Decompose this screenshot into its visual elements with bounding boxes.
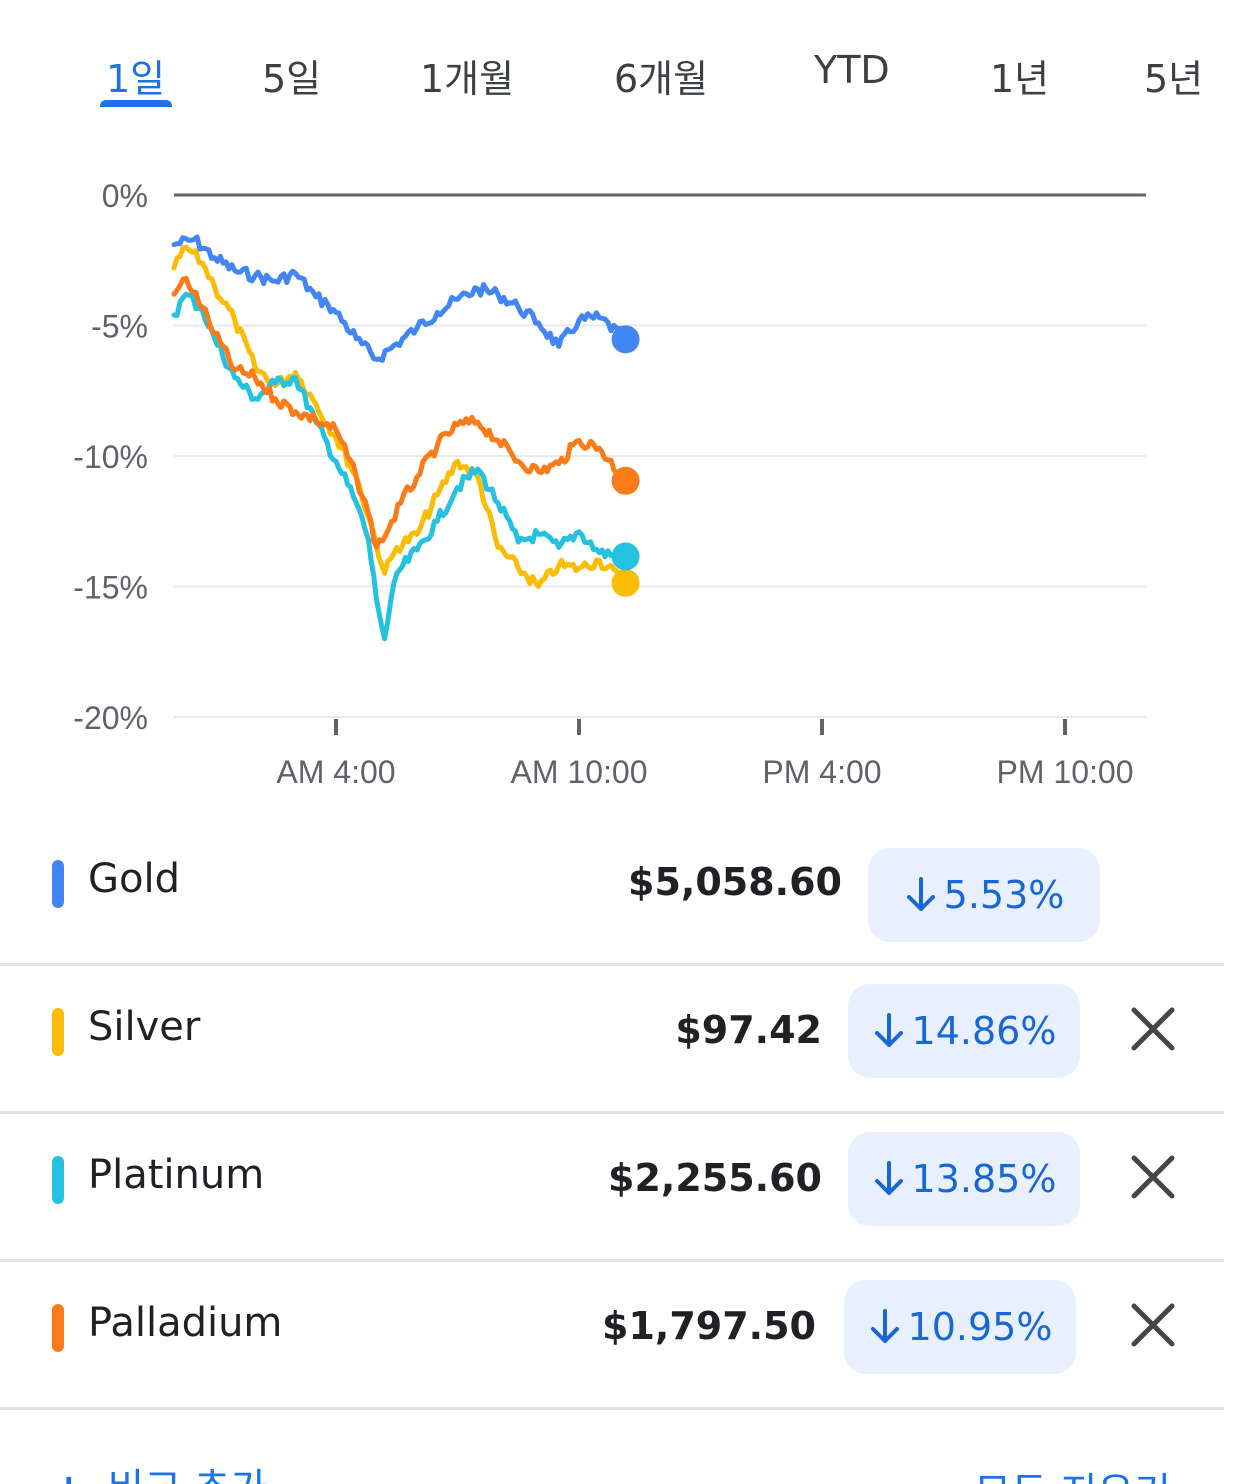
row-silver[interactable]: Silver $97.42 14.86% [0, 966, 1233, 1114]
change-value: 14.86% [911, 1009, 1057, 1053]
y-tick-label: 0% [102, 178, 148, 214]
series-endpoint-silver [611, 568, 640, 597]
row-platinum[interactable]: Platinum $2,255.60 13.85% [0, 1114, 1233, 1262]
close-icon[interactable] [1126, 1298, 1180, 1352]
row-gold[interactable]: Gold $5,058.60 5.53% [0, 818, 1233, 966]
tab-5-years[interactable]: 5년 [1144, 57, 1204, 101]
y-axis-ticks: 0% -5% -10% -15% -20% [73, 178, 148, 736]
x-tick-label: PM 4:00 [762, 754, 881, 790]
legend-swatch-silver [52, 1008, 64, 1056]
chart-series [171, 234, 640, 642]
legend-swatch-palladium [52, 1304, 64, 1352]
period-tabs: 1일 5일 1개월 6개월 YTD 1년 5년 [0, 0, 1233, 130]
row-price: $1,797.50 [602, 1304, 816, 1348]
arrow-down-icon [874, 1161, 903, 1195]
row-price: $97.42 [675, 1008, 822, 1052]
change-chip[interactable]: 14.86% [848, 984, 1080, 1078]
row-price: $5,058.60 [628, 860, 842, 904]
add-comparison-button[interactable]: + 비교 추가 [52, 1456, 267, 1484]
row-palladium[interactable]: Palladium $1,797.50 10.95% [0, 1262, 1233, 1410]
x-tick-label: AM 10:00 [511, 754, 648, 790]
series-endpoint-platinum [611, 542, 640, 571]
price-comparison-chart: 0% -5% -10% -15% -20% AM 4:00 AM 10:00 PM 4:00… [73, 178, 1146, 790]
change-value: 5.53% [943, 873, 1065, 917]
row-divider [0, 1259, 1224, 1262]
row-name: Silver [88, 1004, 201, 1050]
change-value: 13.85% [911, 1157, 1057, 1201]
y-tick-label: -20% [73, 700, 148, 736]
x-tick-label: AM 4:00 [276, 754, 395, 790]
y-tick-label: -15% [73, 570, 148, 606]
change-value: 10.95% [907, 1305, 1053, 1349]
tab-ytd[interactable]: YTD [814, 48, 890, 92]
series-line-gold [171, 234, 629, 363]
change-chip[interactable]: 13.85% [848, 1132, 1080, 1226]
x-tick-label: PM 10:00 [997, 754, 1134, 790]
legend-swatch-platinum [52, 1156, 64, 1204]
legend-swatch-gold [52, 860, 64, 908]
arrow-down-icon [870, 1309, 899, 1343]
row-price: $2,255.60 [608, 1156, 822, 1200]
close-icon[interactable] [1126, 1150, 1180, 1204]
row-divider [0, 1111, 1224, 1114]
tab-6-months[interactable]: 6개월 [614, 57, 709, 101]
close-icon[interactable] [1126, 1002, 1180, 1056]
add-comparison-label: 비교 추가 [108, 1466, 268, 1484]
series-endpoint-palladium [611, 466, 640, 495]
x-axis-ticks: AM 4:00 AM 10:00 PM 4:00 PM 10:00 [276, 719, 1133, 790]
change-chip[interactable]: 5.53% [868, 848, 1100, 942]
tab-1-year[interactable]: 1년 [990, 57, 1050, 101]
row-divider [0, 1407, 1224, 1410]
arrow-down-icon [874, 1013, 903, 1047]
plus-icon: + [52, 1466, 86, 1484]
series-line-silver [171, 244, 629, 589]
active-tab-indicator [100, 100, 172, 107]
row-name: Platinum [88, 1152, 265, 1198]
clear-all-button[interactable]: 모두 지우기 [974, 1460, 1171, 1484]
footer-actions: + 비교 추가 모두 지우기 [0, 1440, 1233, 1484]
tab-1-month[interactable]: 1개월 [420, 57, 515, 101]
row-name: Gold [88, 856, 180, 902]
chart-grid [174, 193, 1146, 718]
row-divider [0, 963, 1224, 966]
tab-1-day[interactable]: 1일 [106, 57, 166, 101]
y-tick-label: -5% [91, 309, 148, 345]
tab-5-days[interactable]: 5일 [262, 57, 322, 101]
row-name: Palladium [88, 1300, 283, 1346]
change-chip[interactable]: 10.95% [844, 1280, 1076, 1374]
series-line-palladium [171, 276, 629, 550]
y-tick-label: -10% [73, 439, 148, 475]
arrow-down-icon [906, 877, 935, 911]
series-endpoint-gold [611, 325, 640, 354]
series-line-platinum [171, 291, 629, 642]
